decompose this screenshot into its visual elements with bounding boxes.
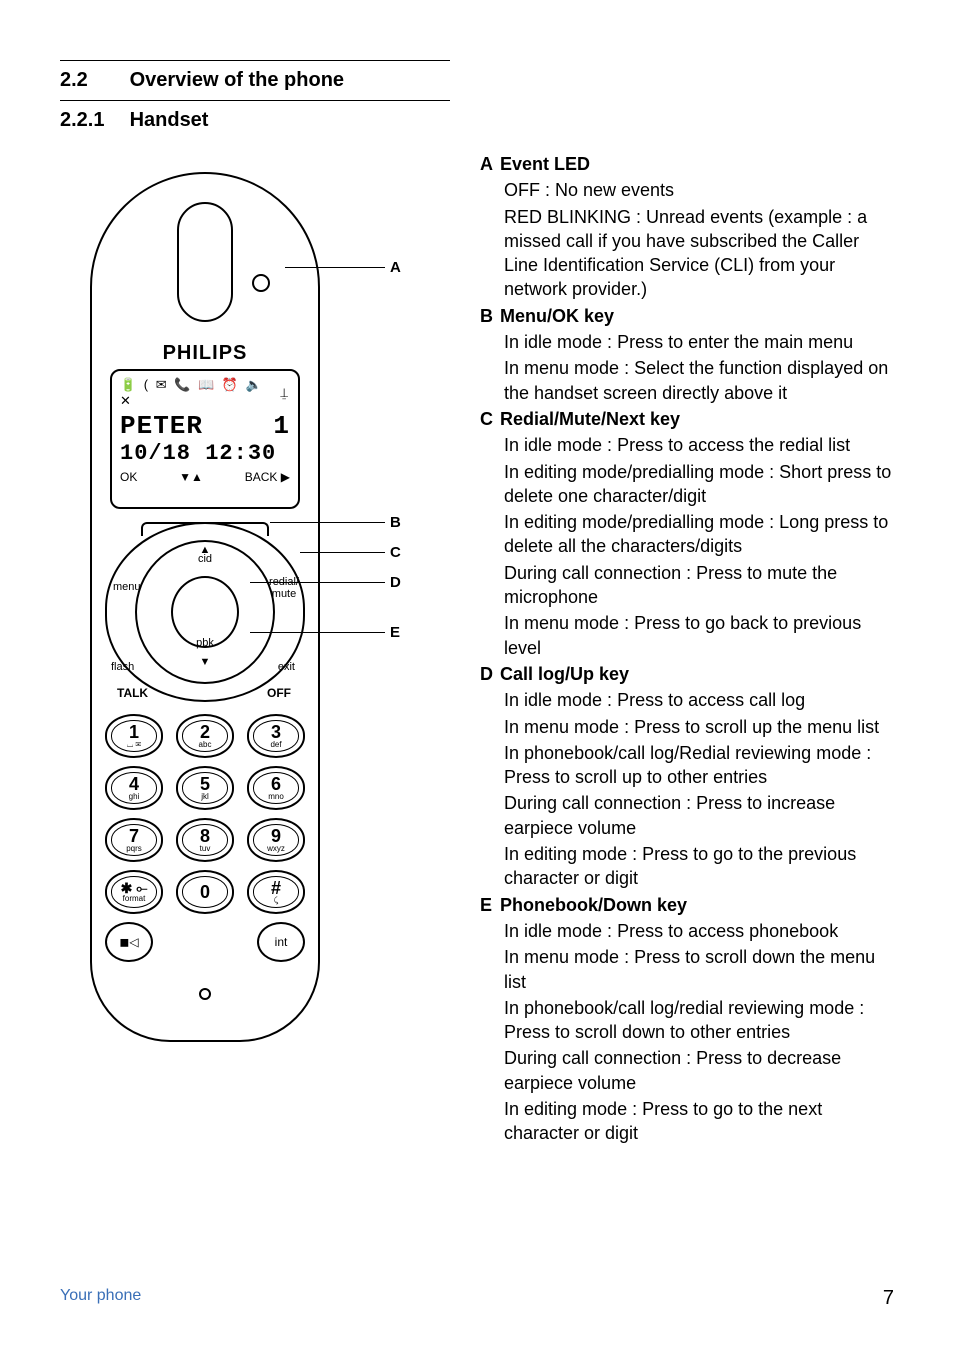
caller-name: PETER: [120, 411, 203, 441]
icons-left: 🔋 ( ✉ 📞 📖 ⏰ 🔈 ✕: [120, 377, 280, 409]
key-9: 9wxyz: [247, 818, 305, 862]
callout-b: B: [390, 514, 401, 531]
handset-body: PHILIPS 🔋 ( ✉ 📞 📖 ⏰ 🔈 ✕ ⍊ PETER 1 10/18 …: [90, 172, 320, 1042]
key-hash: #⤹: [247, 870, 305, 914]
desc-d-1: In idle mode : Press to access call log: [480, 688, 894, 712]
caller-count: 1: [273, 411, 290, 441]
nav-cid-label: cid: [198, 554, 212, 566]
handset-screen: 🔋 ( ✉ 📞 📖 ⏰ 🔈 ✕ ⍊ PETER 1 10/18 12:30 OK…: [110, 369, 300, 509]
desc-e-2: In menu mode : Press to scroll down the …: [480, 945, 894, 994]
right-column: AEvent LED OFF : No new events RED BLINK…: [480, 152, 894, 1148]
screen-line2: 10/18 12:30: [120, 441, 290, 466]
nav-redial-label: redial/ mute: [269, 577, 299, 600]
nav-cluster: ▲ ▼ menu redial/ mute cid pbk flash exit…: [105, 522, 305, 702]
callout-line-a: [285, 267, 385, 268]
callout-d: D: [390, 574, 401, 591]
led-indicator: [252, 274, 270, 292]
key-7: 7pqrs: [105, 818, 163, 862]
key-3: 3def: [247, 714, 305, 758]
desc-a-1: OFF : No new events: [480, 178, 894, 202]
desc-d-5: In editing mode : Press to go to the pre…: [480, 842, 894, 891]
soft-nav: ▼▲: [179, 470, 203, 484]
soft-back: BACK ▶: [245, 470, 290, 484]
desc-c-4: During call connection : Press to mute t…: [480, 561, 894, 610]
desc-a-2: RED BLINKING : Unread events (example : …: [480, 205, 894, 302]
nav-pbk-label: pbk: [196, 638, 214, 650]
screen-icons: 🔋 ( ✉ 📞 📖 ⏰ 🔈 ✕ ⍊: [120, 377, 290, 409]
callout-line-c: [300, 552, 385, 553]
handset-figure: PHILIPS 🔋 ( ✉ 📞 📖 ⏰ 🔈 ✕ ⍊ PETER 1 10/18 …: [70, 152, 410, 1072]
down-arrow-icon: ▼: [200, 656, 211, 668]
callout-line-b: [270, 522, 385, 523]
screen-softkeys: OK ▼▲ BACK ▶: [120, 470, 290, 484]
callout-a: A: [390, 259, 401, 276]
key-2: 2abc: [176, 714, 234, 758]
key-8: 8tuv: [176, 818, 234, 862]
columns: PHILIPS 🔋 ( ✉ 📞 📖 ⏰ 🔈 ✕ ⍊ PETER 1 10/18 …: [60, 152, 894, 1148]
nav-menu-label: menu: [113, 582, 141, 594]
key-int: int: [257, 922, 305, 962]
sub-title: Handset: [130, 109, 209, 131]
soft-ok: OK: [120, 470, 137, 484]
desc-c-head: CRedial/Mute/Next key: [480, 407, 894, 431]
desc-e-4: During call connection : Press to decrea…: [480, 1046, 894, 1095]
desc-b-head: BMenu/OK key: [480, 304, 894, 328]
antenna-icon: ⍊: [280, 385, 290, 401]
section-num: 2.2: [60, 69, 124, 92]
key-star: ✱ ⟜format: [105, 870, 163, 914]
key-6: 6mno: [247, 766, 305, 810]
sub-num: 2.2.1: [60, 109, 124, 132]
screen-line1: PETER 1: [120, 411, 290, 441]
footer: Your phone 7: [60, 1287, 894, 1310]
keypad: 1⌴ ✉ 2abc 3def 4ghi 5jkl 6mno 7pqrs 8tuv: [105, 714, 305, 962]
key-1: 1⌴ ✉: [105, 714, 163, 758]
key-speaker: ◼◁: [105, 922, 153, 962]
callout-line-d: [250, 582, 385, 583]
section-heading: 2.2 Overview of the phone: [60, 61, 450, 100]
desc-e-head: EPhonebook/Down key: [480, 893, 894, 917]
desc-e-1: In idle mode : Press to access phonebook: [480, 919, 894, 943]
page-number: 7: [883, 1287, 894, 1310]
desc-c-1: In idle mode : Press to access the redia…: [480, 433, 894, 457]
desc-a-head: AEvent LED: [480, 152, 894, 176]
key-0: 0: [176, 870, 234, 914]
sub-heading: 2.2.1 Handset: [60, 101, 450, 152]
nav-exit-label: exit: [278, 662, 295, 674]
brand-logo: PHILIPS: [92, 342, 318, 365]
desc-e-3: In phonebook/call log/redial reviewing m…: [480, 996, 894, 1045]
desc-b-2: In menu mode : Select the function displ…: [480, 356, 894, 405]
nav-flash-label: flash: [111, 662, 134, 674]
earpiece: [177, 202, 233, 322]
desc-c-3: In editing mode/predialling mode : Long …: [480, 510, 894, 559]
section-title: Overview of the phone: [130, 69, 344, 91]
callout-e: E: [390, 624, 400, 641]
key-5: 5jkl: [176, 766, 234, 810]
page: 2.2 Overview of the phone 2.2.1 Handset …: [0, 0, 954, 1350]
nav-off-label: OFF: [267, 687, 291, 700]
desc-e-5: In editing mode : Press to go to the nex…: [480, 1097, 894, 1146]
footer-section: Your phone: [60, 1287, 141, 1310]
desc-d-3: In phonebook/call log/Redial reviewing m…: [480, 741, 894, 790]
callout-c: C: [390, 544, 401, 561]
microphone: [199, 988, 211, 1000]
key-4: 4ghi: [105, 766, 163, 810]
callout-line-e: [250, 632, 385, 633]
desc-d-2: In menu mode : Press to scroll up the me…: [480, 715, 894, 739]
desc-d-4: During call connection : Press to increa…: [480, 791, 894, 840]
desc-c-2: In editing mode/predialling mode : Short…: [480, 460, 894, 509]
nav-talk-label: TALK: [117, 687, 148, 700]
desc-c-5: In menu mode : Press to go back to previ…: [480, 611, 894, 660]
left-column: PHILIPS 🔋 ( ✉ 📞 📖 ⏰ 🔈 ✕ ⍊ PETER 1 10/18 …: [60, 152, 450, 1072]
desc-d-head: DCall log/Up key: [480, 662, 894, 686]
desc-b-1: In idle mode : Press to enter the main m…: [480, 330, 894, 354]
